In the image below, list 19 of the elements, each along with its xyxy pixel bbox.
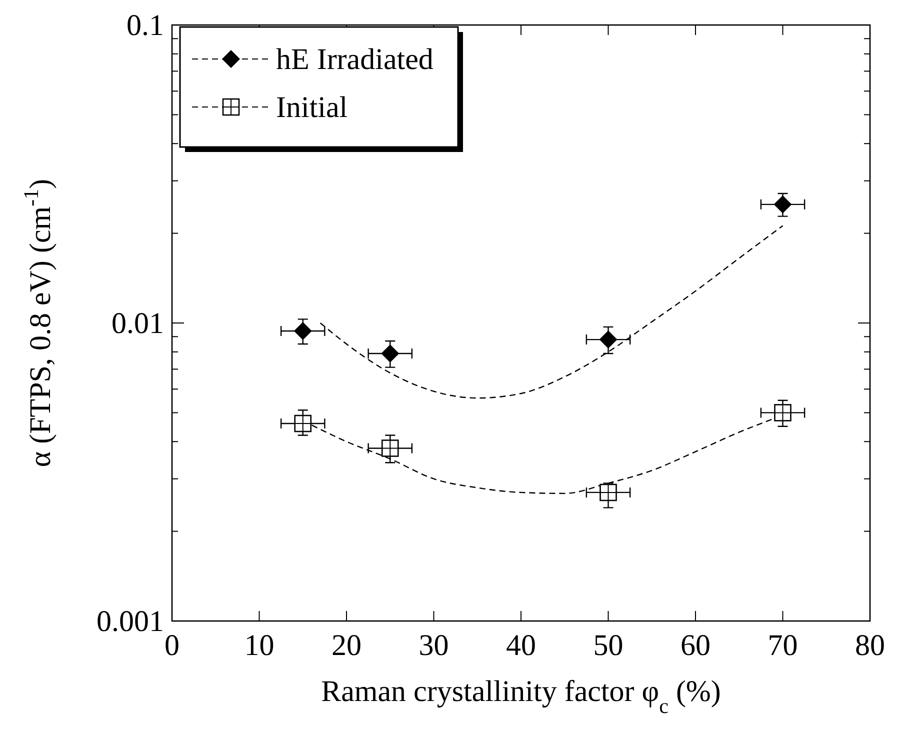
point <box>381 344 400 363</box>
x-tick-label: 30 <box>418 629 449 662</box>
point <box>774 195 792 214</box>
x-tick-label: 10 <box>244 629 274 662</box>
x-tick-label: 0 <box>164 629 180 662</box>
x-tick-label: 60 <box>680 629 710 662</box>
x-tick-label: 50 <box>593 629 624 662</box>
x-tick-label: 80 <box>855 629 885 662</box>
x-axis-title: Raman crystallinity factor φ$_{c}$ (%) <box>321 675 721 718</box>
y-tick-label: 0.1 <box>126 9 164 42</box>
x-tick-label: 70 <box>768 629 798 662</box>
point <box>599 330 618 349</box>
y-tick-label: 0.001 <box>96 605 164 638</box>
y-tick-label: 0.01 <box>112 307 164 340</box>
x-tick-label: 40 <box>506 629 536 662</box>
point <box>294 322 312 340</box>
legend-label: hE Irradiated <box>276 43 434 76</box>
x-tick-label: 20 <box>332 629 362 662</box>
legend-label: Initial <box>276 91 348 124</box>
